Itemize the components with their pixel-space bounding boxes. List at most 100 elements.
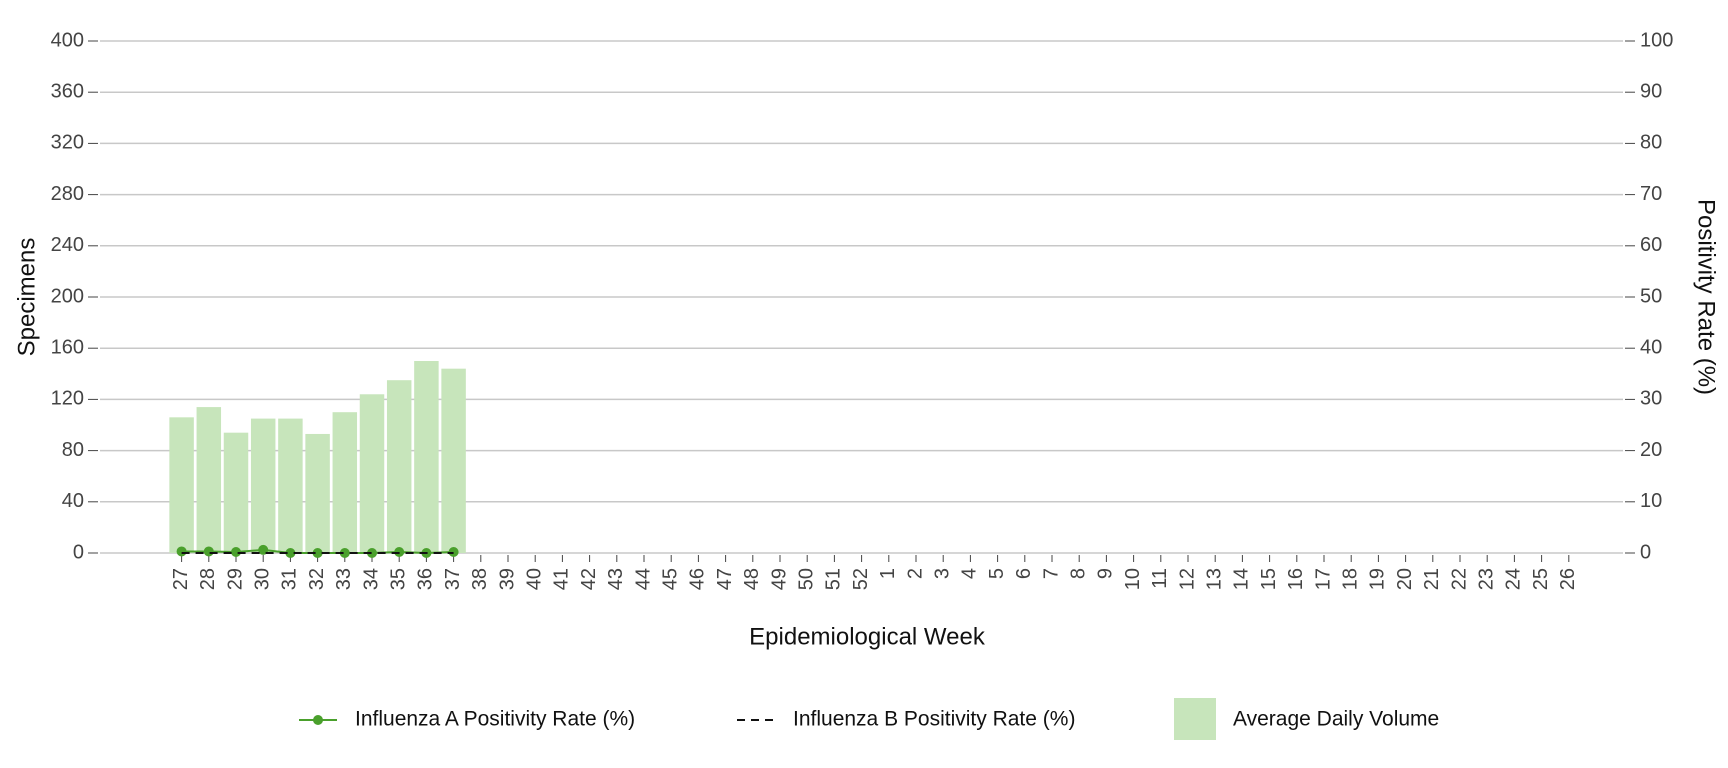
y2-tick-label: 90 [1640, 80, 1662, 102]
legend-swatch [1174, 698, 1216, 740]
x-tick-label: 31 [279, 568, 301, 590]
legend-marker [313, 715, 323, 725]
bar [223, 432, 249, 553]
x-tick-label: 49 [768, 568, 790, 590]
x-tick-label: 26 [1557, 568, 1579, 590]
x-tick-label: 41 [551, 568, 573, 590]
x-tick-label: 33 [333, 568, 355, 590]
x-tick-label: 3 [931, 568, 953, 579]
x-tick-label: 47 [714, 568, 736, 590]
x-tick-label: 2 [904, 568, 926, 579]
legend-label: Average Daily Volume [1233, 708, 1439, 731]
x-tick-label: 51 [823, 568, 845, 590]
x-tick-label: 32 [306, 568, 328, 590]
marker [203, 546, 214, 557]
x-tick-label: 12 [1176, 568, 1198, 590]
y-tick-label: 40 [62, 490, 84, 512]
y2-tick-label: 70 [1640, 183, 1662, 205]
y-tick-label: 360 [51, 80, 84, 102]
y-axis-title: Specimens [13, 238, 40, 357]
x-tick-label: 43 [605, 568, 627, 590]
x-tick-label: 7 [1040, 568, 1062, 579]
x-tick-label: 22 [1448, 568, 1470, 590]
x-tick-label: 29 [224, 568, 246, 590]
marker [285, 548, 296, 558]
bar [278, 418, 303, 553]
marker [394, 546, 405, 557]
y2-tick-label: 20 [1640, 439, 1662, 461]
x-tick-label: 9 [1095, 568, 1117, 579]
y-tick-label: 240 [51, 234, 84, 256]
x-tick-label: 48 [741, 568, 763, 590]
x-tick-label: 16 [1285, 568, 1307, 590]
x-tick-label: 27 [170, 568, 192, 590]
y2-tick-label: 60 [1640, 234, 1662, 256]
x-tick-label: 34 [360, 568, 382, 590]
bar [169, 417, 194, 553]
x-tick-label: 40 [523, 568, 545, 590]
x-tick-label: 36 [415, 568, 437, 590]
x-tick-label: 44 [632, 568, 654, 590]
x-axis-title: Epidemiological Week [749, 623, 986, 650]
y2-axis-title: Positivity Rate (%) [1693, 199, 1720, 395]
x-tick-label: 6 [1013, 568, 1035, 579]
y2-tick-label: 30 [1640, 388, 1662, 410]
x-tick-label: 21 [1421, 568, 1443, 590]
marker [176, 546, 187, 557]
y-tick-label: 80 [62, 439, 84, 461]
bar [196, 407, 222, 553]
bar [386, 380, 412, 553]
x-tick-label: 37 [442, 568, 464, 590]
marker [231, 546, 241, 557]
x-tick-label: 23 [1475, 568, 1497, 590]
x-tick-label: 8 [1067, 568, 1089, 579]
x-tick-label: 39 [496, 568, 518, 590]
x-tick-label: 1 [877, 568, 899, 579]
x-tick-label: 17 [1312, 568, 1334, 590]
y-tick-label: 160 [51, 336, 84, 358]
x-tick-label: 25 [1530, 568, 1552, 590]
x-tick-label: 10 [1122, 568, 1144, 590]
x-tick-label: 46 [687, 568, 709, 590]
y-tick-label: 280 [51, 183, 84, 205]
x-tick-label: 14 [1231, 568, 1253, 590]
x-tick-label: 35 [387, 568, 409, 590]
y2-tick-label: 0 [1640, 541, 1651, 563]
x-tick-label: 11 [1149, 568, 1171, 589]
x-tick-label: 38 [469, 568, 491, 590]
x-tick-label: 50 [795, 568, 817, 590]
marker [448, 546, 459, 557]
x-tick-label: 4 [959, 568, 981, 579]
marker [367, 548, 377, 558]
y2-tick-label: 100 [1640, 29, 1673, 51]
bar [414, 361, 439, 553]
bar [305, 433, 330, 553]
x-tick-label: 52 [850, 568, 872, 590]
x-tick-label: 5 [986, 568, 1008, 579]
legend-label: Influenza A Positivity Rate (%) [355, 708, 635, 731]
y2-tick-label: 10 [1640, 490, 1662, 512]
x-tick-label: 13 [1203, 568, 1225, 590]
x-tick-label: 45 [659, 568, 681, 590]
x-tick-label: 20 [1394, 568, 1416, 590]
bar [441, 368, 466, 553]
y-tick-label: 400 [51, 29, 84, 51]
bar [332, 412, 358, 553]
legend-label: Influenza B Positivity Rate (%) [793, 708, 1075, 731]
y2-tick-label: 50 [1640, 285, 1662, 307]
x-tick-label: 42 [578, 568, 600, 590]
y-tick-label: 320 [51, 132, 84, 154]
y-tick-label: 0 [73, 541, 84, 563]
marker [339, 548, 350, 558]
y-tick-label: 200 [51, 285, 84, 307]
x-tick-label: 24 [1503, 568, 1525, 590]
x-tick-label: 28 [197, 568, 219, 590]
x-tick-label: 30 [251, 568, 273, 590]
x-tick-label: 15 [1258, 568, 1280, 590]
x-tick-label: 18 [1339, 568, 1361, 590]
bar [250, 418, 276, 553]
bar [359, 394, 385, 553]
y-tick-label: 120 [51, 388, 84, 410]
y2-tick-label: 80 [1640, 132, 1662, 154]
